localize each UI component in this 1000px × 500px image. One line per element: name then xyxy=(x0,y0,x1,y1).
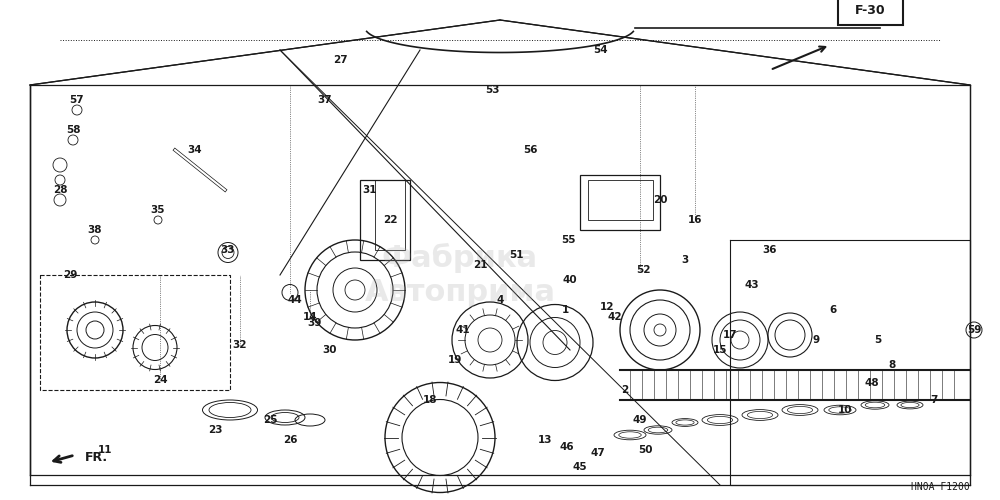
Text: 53: 53 xyxy=(485,85,499,95)
Text: 12: 12 xyxy=(600,302,614,312)
Text: HN0A F1200: HN0A F1200 xyxy=(911,482,970,492)
Text: 42: 42 xyxy=(608,312,622,322)
Text: 33: 33 xyxy=(221,245,235,255)
Text: 49: 49 xyxy=(633,415,647,425)
Text: 37: 37 xyxy=(318,95,332,105)
Text: 47: 47 xyxy=(591,448,605,458)
Text: 19: 19 xyxy=(448,355,462,365)
Text: 22: 22 xyxy=(383,215,397,225)
Text: 45: 45 xyxy=(573,462,587,472)
Text: 20: 20 xyxy=(653,195,667,205)
Text: 3: 3 xyxy=(681,255,689,265)
Text: 40: 40 xyxy=(563,275,577,285)
Text: 24: 24 xyxy=(153,375,167,385)
Text: 51: 51 xyxy=(509,250,523,260)
Text: 29: 29 xyxy=(63,270,77,280)
Text: 16: 16 xyxy=(688,215,702,225)
Text: 15: 15 xyxy=(713,345,727,355)
Text: 18: 18 xyxy=(423,395,437,405)
Text: 25: 25 xyxy=(263,415,277,425)
Text: 9: 9 xyxy=(812,335,820,345)
Text: 44: 44 xyxy=(288,295,302,305)
Text: 8: 8 xyxy=(888,360,896,370)
Text: 27: 27 xyxy=(333,55,347,65)
Bar xyxy=(588,180,653,220)
Bar xyxy=(838,0,903,25)
Text: 52: 52 xyxy=(636,265,650,275)
Text: Фабрика
Автоприма: Фабрика Автоприма xyxy=(364,243,556,307)
Text: 23: 23 xyxy=(208,425,222,435)
Text: 4: 4 xyxy=(496,295,504,305)
Text: 55: 55 xyxy=(561,235,575,245)
Text: 41: 41 xyxy=(456,325,470,335)
Text: 35: 35 xyxy=(151,205,165,215)
Text: 38: 38 xyxy=(88,225,102,235)
Text: 17: 17 xyxy=(723,330,737,340)
Text: 43: 43 xyxy=(745,280,759,290)
Text: 10: 10 xyxy=(838,405,852,415)
Text: 36: 36 xyxy=(763,245,777,255)
Text: 30: 30 xyxy=(323,345,337,355)
Text: 7: 7 xyxy=(930,395,938,405)
Text: 13: 13 xyxy=(538,435,552,445)
Text: 32: 32 xyxy=(233,340,247,350)
Bar xyxy=(375,180,405,250)
Text: 14: 14 xyxy=(303,312,317,322)
Text: 21: 21 xyxy=(473,260,487,270)
Text: 1: 1 xyxy=(561,305,569,315)
Text: 6: 6 xyxy=(829,305,837,315)
Text: 34: 34 xyxy=(188,145,202,155)
Bar xyxy=(360,180,410,260)
Text: FR.: FR. xyxy=(85,451,108,464)
Bar xyxy=(580,175,660,230)
Text: 57: 57 xyxy=(69,95,83,105)
Text: 31: 31 xyxy=(363,185,377,195)
Text: 50: 50 xyxy=(638,445,652,455)
Text: 56: 56 xyxy=(523,145,537,155)
Text: 11: 11 xyxy=(98,445,112,455)
Text: 58: 58 xyxy=(66,125,80,135)
Text: 5: 5 xyxy=(874,335,882,345)
Text: 39: 39 xyxy=(308,318,322,328)
Text: 26: 26 xyxy=(283,435,297,445)
Text: 54: 54 xyxy=(593,45,607,55)
Text: 48: 48 xyxy=(865,378,879,388)
Text: 59: 59 xyxy=(967,325,981,335)
Text: 46: 46 xyxy=(560,442,574,452)
Text: F-30: F-30 xyxy=(855,4,885,18)
Text: 28: 28 xyxy=(53,185,67,195)
Text: 2: 2 xyxy=(621,385,629,395)
